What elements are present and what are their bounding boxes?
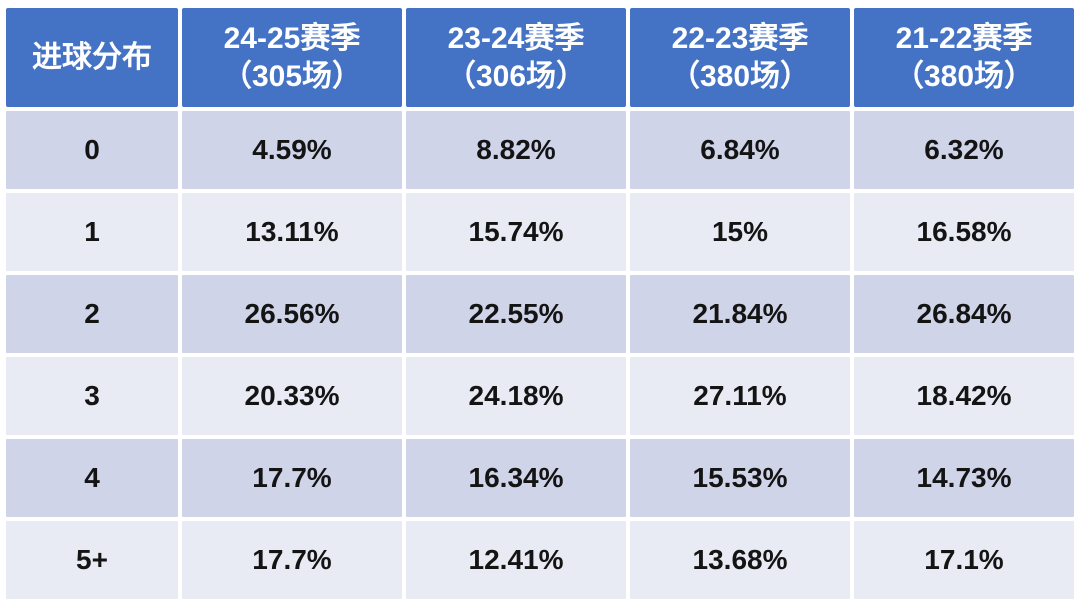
header-season-23-24: 23-24赛季 （306场）	[406, 8, 626, 107]
goal-distribution-table: 进球分布 24-25赛季 （305场） 23-24赛季 （306场） 22-23…	[2, 4, 1078, 603]
table-row-goals-5plus: 5+ 17.7% 12.41% 13.68% 17.1%	[6, 521, 1074, 599]
goals-label: 1	[6, 193, 178, 271]
value-cell: 12.41%	[406, 521, 626, 599]
value-cell: 27.11%	[630, 357, 850, 435]
value-cell: 16.34%	[406, 439, 626, 517]
header-corner-cell: 进球分布	[6, 8, 178, 107]
table-body: 0 4.59% 8.82% 6.84% 6.32% 1 13.11% 15.74…	[6, 111, 1074, 599]
value-cell: 6.32%	[854, 111, 1074, 189]
value-cell: 22.55%	[406, 275, 626, 353]
table-row-goals-0: 0 4.59% 8.82% 6.84% 6.32%	[6, 111, 1074, 189]
header-corner-label: 进球分布	[32, 40, 152, 74]
value-cell: 6.84%	[630, 111, 850, 189]
value-cell: 15%	[630, 193, 850, 271]
value-cell: 13.11%	[182, 193, 402, 271]
header-row: 进球分布 24-25赛季 （305场） 23-24赛季 （306场） 22-23…	[6, 8, 1074, 107]
value-cell: 4.59%	[182, 111, 402, 189]
season-name: 23-24赛季	[447, 22, 585, 55]
value-cell: 8.82%	[406, 111, 626, 189]
header-season-22-23: 22-23赛季 （380场）	[630, 8, 850, 107]
value-cell: 21.84%	[630, 275, 850, 353]
season-matches: （380场）	[893, 59, 1035, 93]
value-cell: 13.68%	[630, 521, 850, 599]
goals-label: 3	[6, 357, 178, 435]
value-cell: 14.73%	[854, 439, 1074, 517]
table-header: 进球分布 24-25赛季 （305场） 23-24赛季 （306场） 22-23…	[6, 8, 1074, 107]
value-cell: 18.42%	[854, 357, 1074, 435]
table-row-goals-2: 2 26.56% 22.55% 21.84% 26.84%	[6, 275, 1074, 353]
value-cell: 15.74%	[406, 193, 626, 271]
goals-label: 0	[6, 111, 178, 189]
table-row-goals-4: 4 17.7% 16.34% 15.53% 14.73%	[6, 439, 1074, 517]
season-matches: （380场）	[669, 59, 811, 93]
value-cell: 17.1%	[854, 521, 1074, 599]
season-name: 22-23赛季	[671, 22, 809, 55]
value-cell: 16.58%	[854, 193, 1074, 271]
header-season-21-22: 21-22赛季 （380场）	[854, 8, 1074, 107]
value-cell: 17.7%	[182, 439, 402, 517]
season-name: 21-22赛季	[895, 22, 1033, 55]
season-name: 24-25赛季	[223, 22, 361, 55]
goals-label: 4	[6, 439, 178, 517]
value-cell: 15.53%	[630, 439, 850, 517]
value-cell: 26.84%	[854, 275, 1074, 353]
value-cell: 26.56%	[182, 275, 402, 353]
table-row-goals-1: 1 13.11% 15.74% 15% 16.58%	[6, 193, 1074, 271]
season-matches: （305场）	[221, 59, 363, 93]
value-cell: 17.7%	[182, 521, 402, 599]
value-cell: 20.33%	[182, 357, 402, 435]
goals-label: 5+	[6, 521, 178, 599]
goals-label: 2	[6, 275, 178, 353]
season-matches: （306场）	[445, 59, 587, 93]
value-cell: 24.18%	[406, 357, 626, 435]
header-season-24-25: 24-25赛季 （305场）	[182, 8, 402, 107]
table-row-goals-3: 3 20.33% 24.18% 27.11% 18.42%	[6, 357, 1074, 435]
